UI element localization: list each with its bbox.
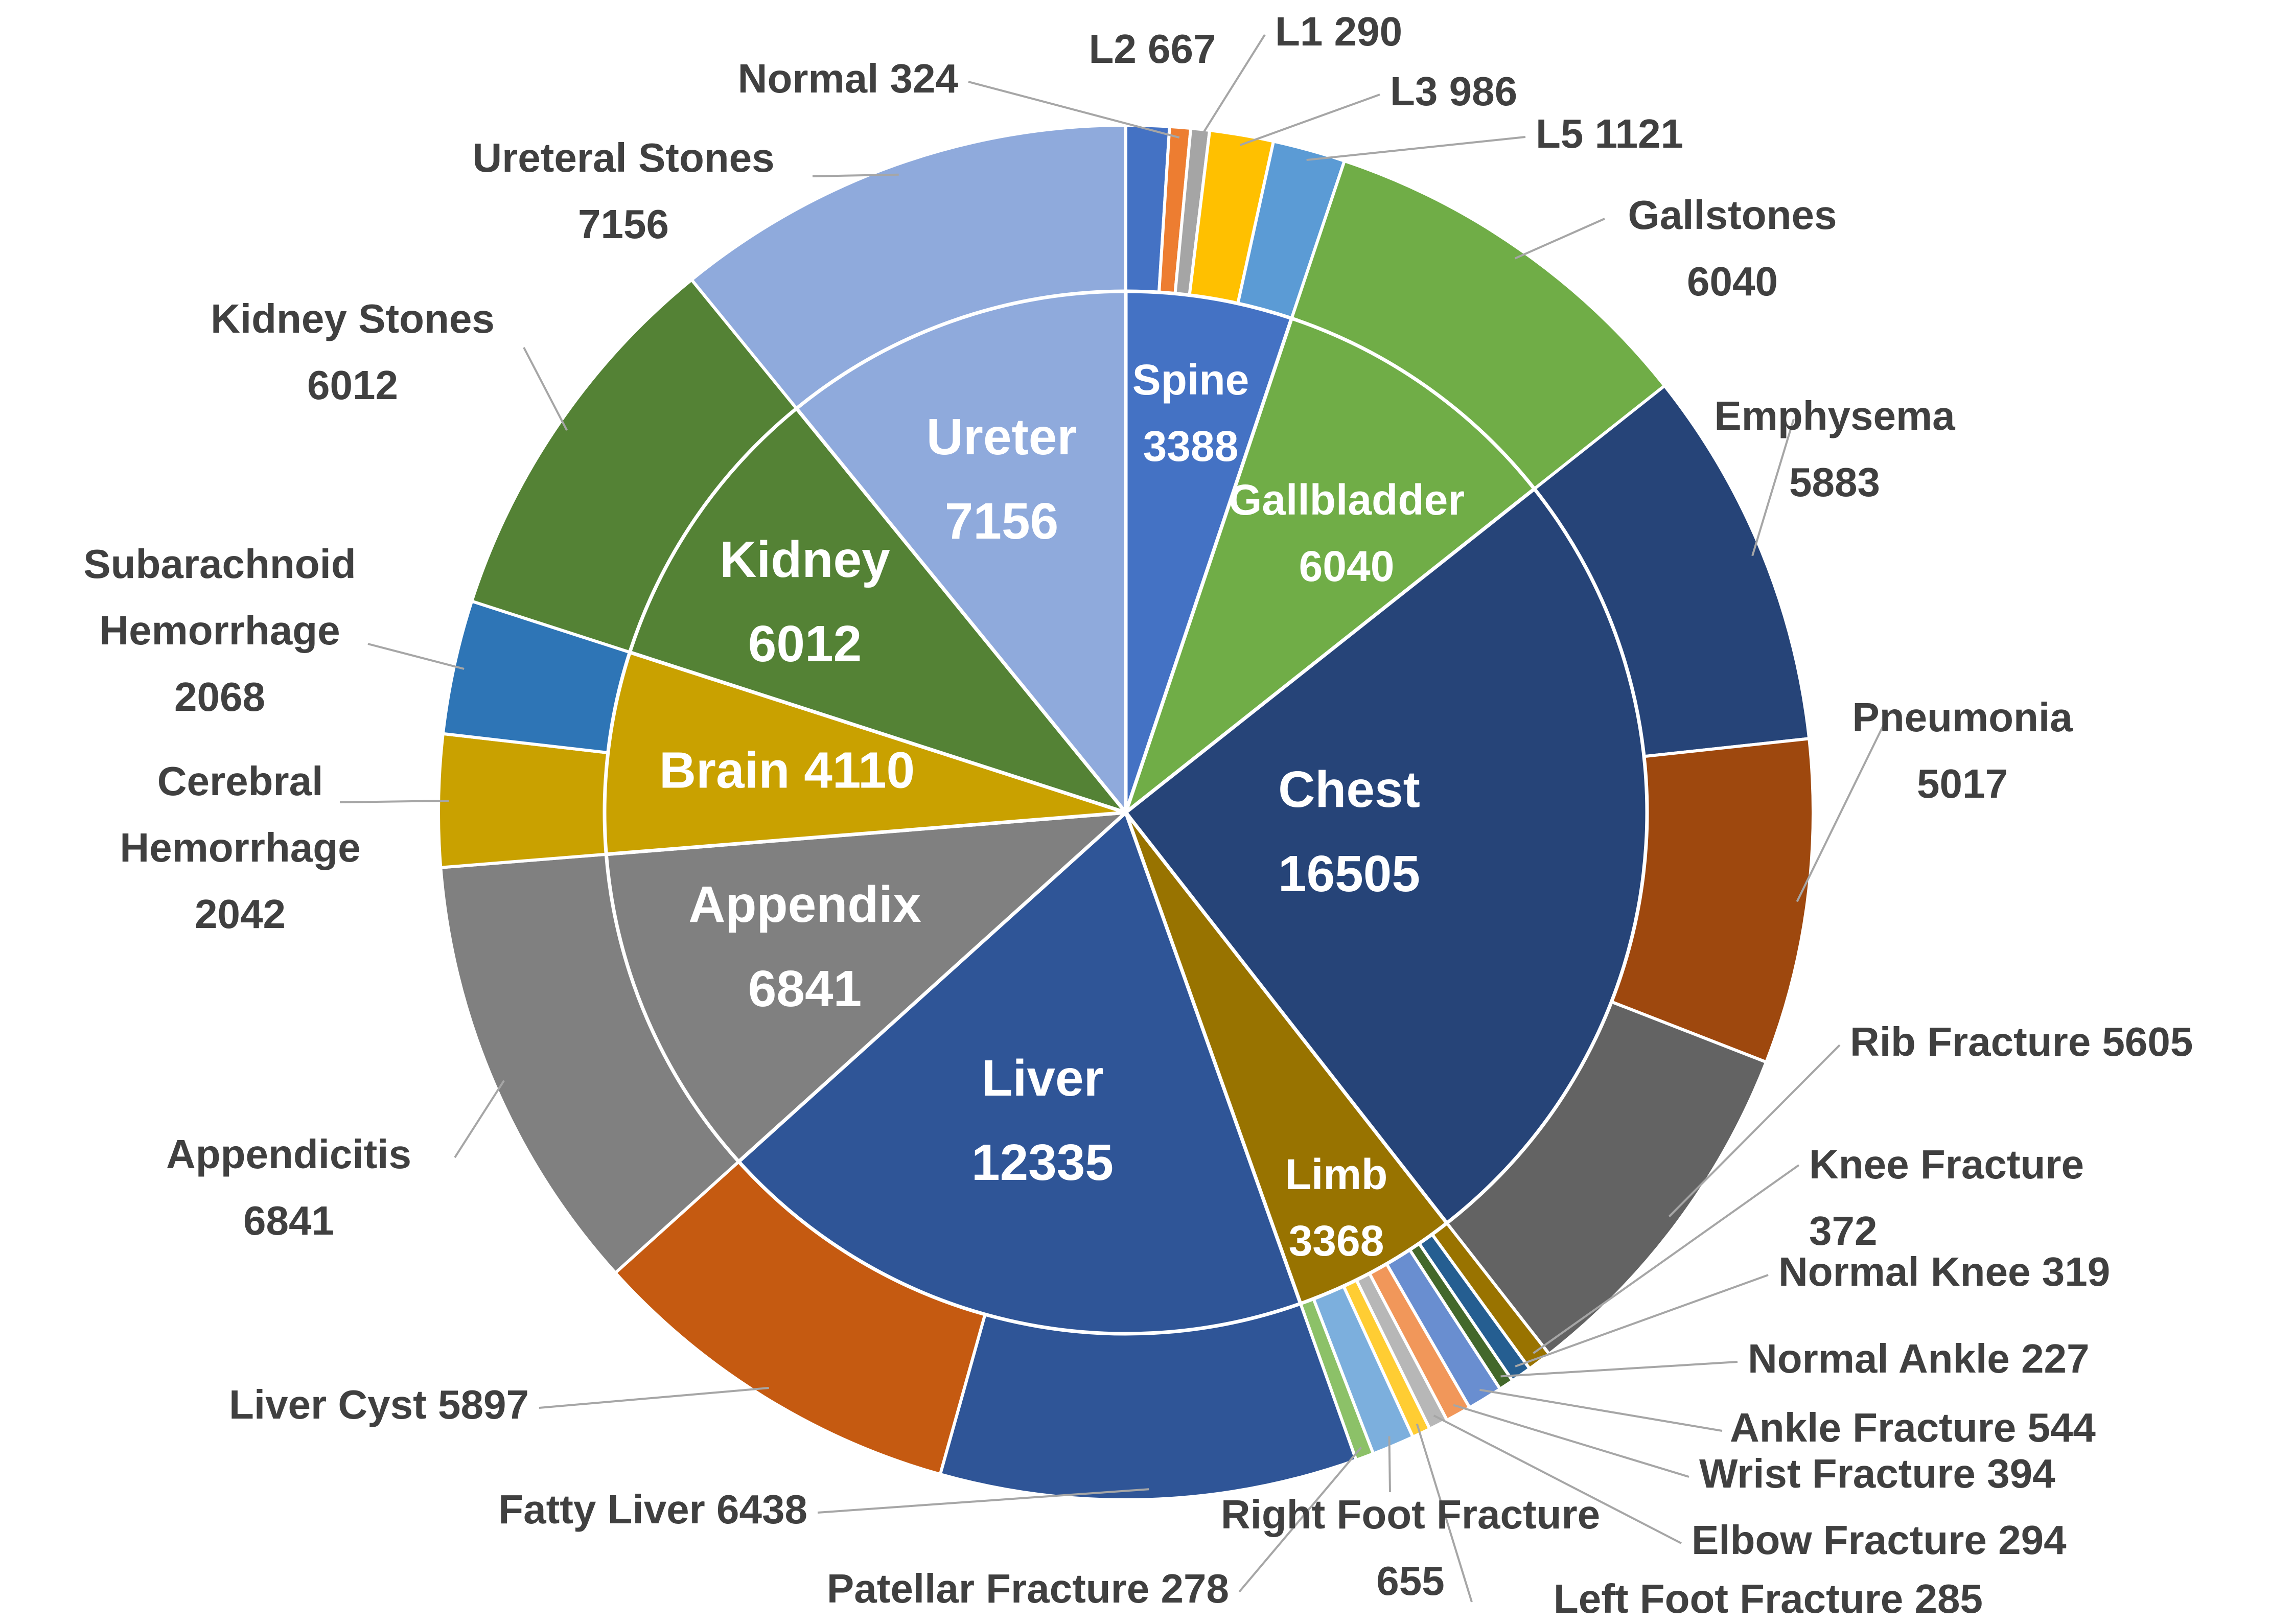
leader-line-l1 [1198, 34, 1266, 140]
outer-label-ureteral-stones: Ureteral Stones 7156 [472, 135, 774, 247]
inner-slice-chest [1123, 486, 1649, 1226]
inner-slice-spine [1124, 289, 1294, 814]
inner-slice-appendix [604, 810, 1131, 1165]
leader-line-knee-fracture [1533, 1164, 1800, 1354]
outer-label-normal-knee: Normal Knee 319 [1778, 1249, 2110, 1294]
outer-label-appendicitis: Appendicitis 6841 [166, 1131, 411, 1243]
inner-slice-kidney [628, 406, 1131, 816]
leader-line-l5 [1306, 136, 1526, 161]
outer-label-normal-ankle: Normal Ankle 227 [1748, 1336, 2089, 1381]
inner-slice-limb [1124, 811, 1450, 1306]
leader-line-wrist-fracture [1453, 1404, 1689, 1478]
leader-line-ureteral-stones [812, 173, 899, 177]
outer-label-fatty-liver: Fatty Liver 6438 [498, 1487, 807, 1532]
inner-label-liver: Liver 12335 [971, 1050, 1114, 1191]
inner-label-appendix: Appendix 6841 [688, 876, 921, 1017]
outer-label-gallstones: Gallstones 6040 [1628, 192, 1837, 304]
outer-label-knee-fracture: Knee Fracture 372 [1809, 1142, 2084, 1254]
leader-line-cerebral-hemorrhage [339, 799, 449, 803]
outer-ring [437, 123, 1815, 1501]
outer-slice-cerebral-hemorrhage [437, 732, 610, 869]
leader-line-liver-cyst [539, 1387, 769, 1409]
outer-label-pneumonia: Pneumonia 5017 [1852, 694, 2073, 806]
outer-labels: L2 667 Normal 324 L1 290 L3 986 L5 1121 Galls… [83, 9, 2193, 1621]
inner-label-ureter: Ureter 7156 [927, 408, 1077, 550]
outer-label-emphysema: Emphysema 5883 [1714, 393, 1955, 505]
outer-label-elbow-fracture: Elbow Fracture 294 [1692, 1517, 2067, 1563]
leader-line-subarachnoid-hemorrhage [367, 643, 465, 670]
inner-label-limb: Limb 3368 [1285, 1150, 1388, 1265]
inner-slice-gallbladder [1122, 316, 1537, 818]
outer-label-ankle-fracture: Ankle Fracture 544 [1730, 1405, 2096, 1450]
leader-line-fatty-liver [817, 1488, 1149, 1514]
outer-label-wrist-fracture: Wrist Fracture 394 [1699, 1451, 2055, 1496]
inner-label-brain: Brain 4110 [659, 741, 915, 799]
leader-line-pneumonia [1796, 720, 1887, 902]
leader-line-patellar-fracture [1238, 1447, 1362, 1593]
inner-slice-ureter [794, 289, 1128, 818]
outer-label-l2: L2 667 [1088, 26, 1216, 72]
leader-line-normal [968, 81, 1180, 139]
inner-ring [603, 289, 1649, 1336]
outer-label-l3: L3 986 [1390, 68, 1517, 114]
outer-label-rib-fracture: Rib Fracture 5605 [1850, 1019, 2193, 1064]
inner-slice-liver [736, 809, 1303, 1336]
outer-label-normal: Normal 324 [738, 56, 959, 101]
leader-line-ankle-fracture [1479, 1388, 1723, 1432]
leader-lines [339, 34, 1887, 1603]
inner-label-spine: Spine 3388 [1132, 356, 1249, 470]
outer-label-patellar-fracture: Patellar Fracture 278 [827, 1566, 1229, 1611]
outer-label-liver-cyst: Liver Cyst 5897 [229, 1382, 529, 1427]
outer-label-cerebral-hemorrhage: Cerebral Hemorrhage 2042 [120, 758, 360, 937]
outer-label-l5: L5 1121 [1536, 111, 1683, 156]
leader-line-normal-ankle [1500, 1361, 1738, 1378]
outer-label-right-foot-fracture: Right Foot Fracture 655 [1221, 1492, 1600, 1604]
inner-slice-brain [603, 649, 1127, 856]
leader-line-rib-fracture [1668, 1044, 1841, 1218]
outer-label-left-foot-fracture: Left Foot Fracture 285 [1554, 1576, 1983, 1621]
outer-label-kidney-stones: Kidney Stones 6012 [211, 296, 495, 408]
inner-label-chest: Chest 16505 [1278, 761, 1420, 902]
leader-line-elbow-fracture [1433, 1414, 1682, 1544]
leader-line-l3 [1239, 94, 1380, 146]
leader-line-appendicitis [454, 1080, 505, 1158]
leader-line-normal-knee [1515, 1274, 1769, 1367]
leader-line-kidney-stones [523, 347, 568, 431]
outer-label-l1: L1 290 [1275, 9, 1402, 54]
inner-label-kidney: Kidney 6012 [720, 531, 890, 672]
outer-label-subarachnoid-hemorrhage: Subarachnoid Hemorrhage 2068 [83, 541, 356, 720]
leader-line-emphysema [1751, 419, 1795, 556]
inner-label-gallbladder: Gallbladder 6040 [1229, 476, 1465, 590]
leader-line-right-foot-fracture [1388, 1436, 1391, 1493]
leader-line-left-foot-fracture [1416, 1423, 1473, 1603]
leader-line-gallstones [1514, 218, 1605, 260]
